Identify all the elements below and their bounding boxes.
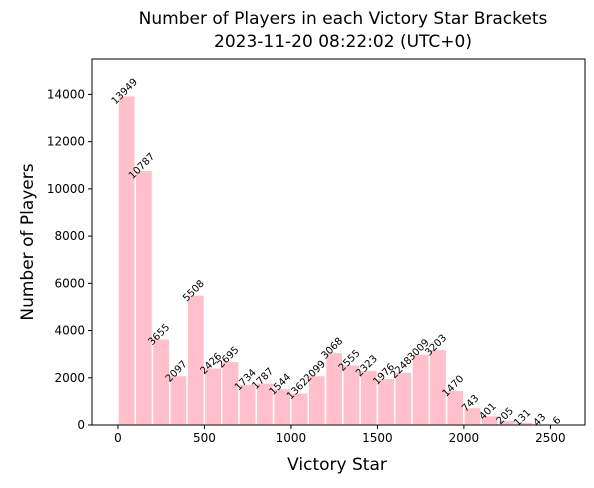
y-tick-label: 14000 bbox=[47, 87, 85, 101]
x-tick-label: 500 bbox=[193, 431, 216, 445]
x-tick-label: 2000 bbox=[449, 431, 480, 445]
x-axis-label: Victory Star bbox=[287, 455, 387, 475]
chart-subtitle: 2023-11-20 08:22:02 (UTC+0) bbox=[214, 32, 472, 52]
chart-title: Number of Players in each Victory Star B… bbox=[139, 9, 548, 29]
y-axis-label: Number of Players bbox=[18, 163, 38, 320]
y-tick-label: 10000 bbox=[47, 182, 85, 196]
y-axis-ticks: 0 2000 4000 6000 8000 10000 12000 14000 bbox=[47, 87, 92, 432]
x-tick-label: 1500 bbox=[362, 431, 393, 445]
y-tick-label: 12000 bbox=[47, 135, 85, 149]
y-tick-label: 4000 bbox=[54, 324, 85, 338]
histogram-bar bbox=[204, 368, 221, 425]
bar-value-label: 43 bbox=[532, 412, 549, 429]
bars-group bbox=[118, 96, 568, 425]
histogram-bar bbox=[222, 361, 239, 425]
x-tick-label: 2500 bbox=[535, 431, 566, 445]
y-tick-label: 0 bbox=[77, 418, 85, 432]
histogram-bar bbox=[153, 339, 170, 425]
histogram-bar bbox=[118, 96, 135, 425]
histogram-bar bbox=[412, 354, 429, 425]
histogram-bar bbox=[187, 295, 204, 425]
histogram-bar bbox=[135, 170, 152, 425]
y-tick-label: 6000 bbox=[54, 276, 85, 290]
x-tick-label: 0 bbox=[114, 431, 122, 445]
y-tick-label: 8000 bbox=[54, 229, 85, 243]
x-axis-ticks: 0 500 1000 1500 2000 2500 bbox=[114, 425, 566, 445]
x-tick-label: 1000 bbox=[276, 431, 307, 445]
y-tick-label: 2000 bbox=[54, 371, 85, 385]
